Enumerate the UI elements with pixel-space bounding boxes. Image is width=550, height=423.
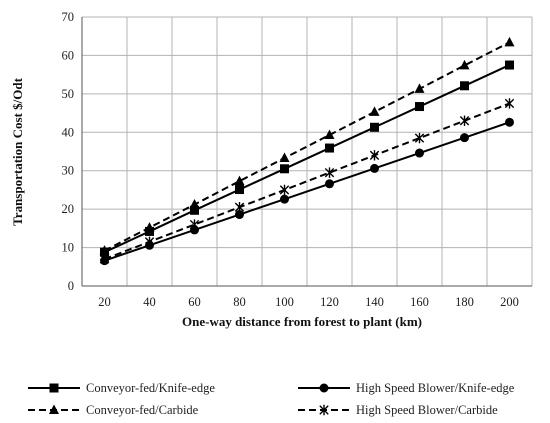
legend-item: Conveyor-fed/Carbide [28,403,199,417]
series-2 [99,36,515,255]
legend-label: High Speed Blower/Carbide [356,403,498,417]
legend: Conveyor-fed/Knife-edge High Speed Blower… [28,381,515,417]
data-point [144,236,155,248]
data-point [460,133,469,143]
data-point [144,222,155,232]
data-point [370,163,379,173]
data-point [324,129,335,139]
data-point [189,199,200,209]
x-tick-label: 40 [143,295,156,309]
grid [81,16,533,287]
x-tick-label: 80 [233,295,246,309]
data-point [324,167,335,178]
x-axis-title: One-way distance from forest to plant (k… [182,314,422,329]
legend-label: Conveyor-fed/Knife-edge [86,381,215,395]
data-point [189,219,200,230]
legend-marker [49,383,59,393]
data-point [280,164,289,174]
series-line [104,41,510,252]
data-point [235,185,244,195]
legend-label: High Speed Blower/Knife-edge [356,381,515,395]
x-tick-label: 100 [275,295,294,309]
tick-labels: 0 10 20 30 40 50 60 70 20 40 60 80 100 120 140 160 180 20… [62,10,519,309]
y-tick-label: 20 [62,202,75,216]
data-point [415,102,424,112]
axes [81,17,532,287]
legend-marker [319,383,329,393]
x-tick-label: 140 [365,295,384,309]
data-point [414,83,425,93]
data-point [280,194,289,204]
legend-marker [319,404,329,416]
data-point [279,184,290,196]
x-tick-label: 180 [455,295,474,309]
y-tick-label: 60 [62,48,75,62]
x-tick-label: 60 [188,295,201,309]
y-tick-label: 0 [68,279,74,293]
data-point [369,106,380,116]
data-point [459,115,470,126]
data-point [415,148,424,158]
series-group [99,36,515,266]
x-tick-label: 120 [320,295,339,309]
legend-label: Conveyor-fed/Carbide [86,403,199,417]
y-tick-label: 30 [62,164,75,178]
data-point [505,60,514,70]
data-point [505,117,514,127]
data-point [459,59,470,70]
data-point [460,81,469,91]
series-line [104,102,510,261]
data-point [325,143,334,153]
legend-marker [49,404,59,414]
data-point [99,253,110,265]
data-point [370,122,379,132]
legend-item: High Speed Blower/Knife-edge [298,381,515,395]
series-line [104,64,510,254]
y-tick-label: 10 [62,241,75,255]
y-tick-label: 40 [62,125,75,139]
data-point [414,132,425,144]
data-point [235,210,244,220]
legend-item: Conveyor-fed/Knife-edge [28,381,215,395]
data-point [99,245,110,255]
x-tick-label: 160 [410,295,429,309]
legend-item: High Speed Blower/Carbide [298,403,498,417]
x-tick-label: 200 [500,295,519,309]
data-point [504,36,515,47]
data-point [234,202,245,213]
data-point [190,205,199,215]
x-tick-label: 20 [98,295,111,309]
data-point [234,175,245,186]
data-point [369,150,380,161]
series-line [104,121,510,262]
data-point [325,179,334,189]
y-tick-label: 70 [62,10,75,24]
data-point [279,152,290,163]
series-3 [99,98,515,265]
data-point [504,98,515,109]
y-axis-title: Transportation Cost $/Odt [10,77,25,225]
y-tick-label: 50 [62,87,75,101]
